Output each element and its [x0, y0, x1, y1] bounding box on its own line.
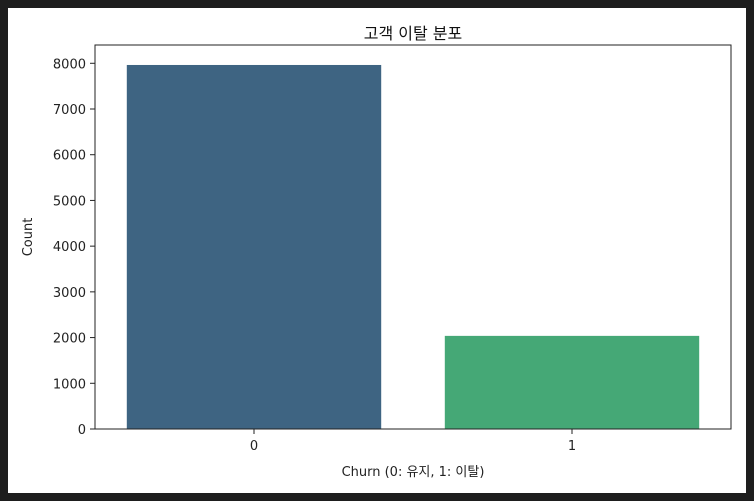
x-axis-label: Churn (0: 유지, 1: 이탈) — [342, 465, 485, 480]
y-axis: 0 1000 2000 3000 4000 5000 6000 7000 8000 — [53, 57, 95, 438]
x-tick-label-0: 0 — [250, 439, 258, 454]
y-tick-label-0: 0 — [78, 423, 86, 438]
y-tick-label-6000: 6000 — [53, 149, 86, 164]
chart-title: 고객 이탈 분포 — [364, 24, 463, 43]
bar-chart: 고객 이탈 분포 0 1000 2000 3000 4000 5000 6000 7000 80… — [21, 24, 732, 480]
y-tick-label-2000: 2000 — [53, 332, 86, 347]
y-tick-label-8000: 8000 — [53, 57, 86, 72]
y-tick-label-5000: 5000 — [53, 194, 86, 209]
y-axis-label: Count — [21, 218, 36, 257]
y-tick-label-3000: 3000 — [53, 286, 86, 301]
y-tick-label-4000: 4000 — [53, 240, 86, 255]
bar-1 — [444, 335, 700, 429]
bars-group — [126, 64, 700, 429]
x-tick-label-1: 1 — [568, 439, 576, 454]
y-tick-label-7000: 7000 — [53, 103, 86, 118]
y-tick-label-1000: 1000 — [53, 377, 86, 392]
plot-frame — [94, 44, 732, 430]
bar-0 — [126, 64, 382, 429]
chart-figure: 고객 이탈 분포 0 1000 2000 3000 4000 5000 6000 7000 80… — [8, 8, 746, 493]
